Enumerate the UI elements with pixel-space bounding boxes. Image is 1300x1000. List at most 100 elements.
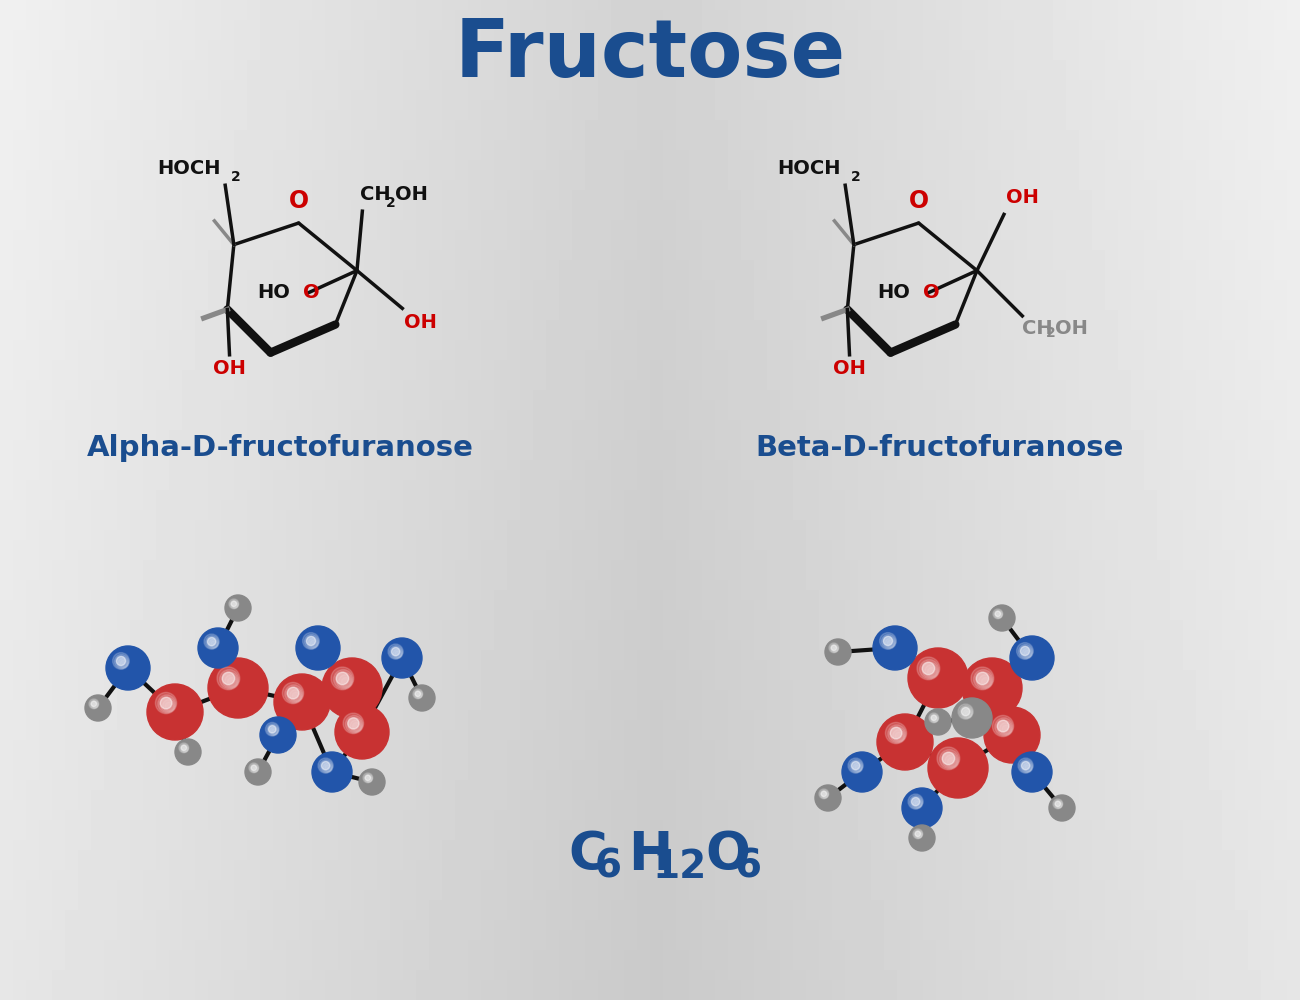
Circle shape xyxy=(922,662,939,678)
Circle shape xyxy=(891,727,905,742)
Text: O: O xyxy=(909,189,928,213)
Circle shape xyxy=(90,700,99,708)
Circle shape xyxy=(117,656,126,666)
Circle shape xyxy=(208,658,268,718)
Circle shape xyxy=(962,707,970,716)
Circle shape xyxy=(922,662,935,675)
Circle shape xyxy=(994,610,1002,618)
Circle shape xyxy=(884,636,893,646)
Circle shape xyxy=(390,646,403,659)
Circle shape xyxy=(220,670,239,689)
Circle shape xyxy=(884,636,896,648)
Circle shape xyxy=(833,647,837,651)
Circle shape xyxy=(994,718,1013,736)
Circle shape xyxy=(325,765,332,771)
Circle shape xyxy=(181,745,188,752)
Circle shape xyxy=(337,672,348,685)
Circle shape xyxy=(107,646,150,690)
Circle shape xyxy=(1056,801,1061,807)
Circle shape xyxy=(823,792,828,798)
Circle shape xyxy=(952,698,992,738)
Circle shape xyxy=(368,777,372,781)
Circle shape xyxy=(959,706,972,719)
Text: 2: 2 xyxy=(386,196,396,210)
Circle shape xyxy=(913,799,922,808)
Circle shape xyxy=(855,765,861,771)
Circle shape xyxy=(176,739,202,765)
Circle shape xyxy=(179,743,188,753)
Circle shape xyxy=(391,647,402,658)
Circle shape xyxy=(391,647,400,656)
Text: OH: OH xyxy=(1006,188,1039,207)
Circle shape xyxy=(984,707,1040,763)
Text: Beta-D-fructofuranose: Beta-D-fructofuranose xyxy=(755,434,1124,462)
Circle shape xyxy=(1054,800,1062,808)
Circle shape xyxy=(916,832,922,838)
Circle shape xyxy=(928,738,988,798)
Circle shape xyxy=(307,636,318,648)
Circle shape xyxy=(852,761,859,770)
Circle shape xyxy=(997,613,1001,617)
Circle shape xyxy=(88,699,99,709)
Circle shape xyxy=(880,633,896,649)
Circle shape xyxy=(909,825,935,851)
Circle shape xyxy=(382,638,422,678)
Circle shape xyxy=(994,611,1001,617)
Circle shape xyxy=(974,670,993,689)
Text: 6: 6 xyxy=(734,848,762,886)
Circle shape xyxy=(885,638,894,648)
Circle shape xyxy=(415,691,422,698)
Circle shape xyxy=(287,687,302,702)
Text: OH: OH xyxy=(404,313,437,332)
Circle shape xyxy=(940,750,959,769)
Circle shape xyxy=(1002,725,1010,734)
Circle shape xyxy=(364,774,372,782)
Circle shape xyxy=(907,794,923,809)
Circle shape xyxy=(1056,801,1062,808)
Circle shape xyxy=(942,752,958,768)
Circle shape xyxy=(342,677,351,687)
Text: HOCH: HOCH xyxy=(157,159,221,178)
Circle shape xyxy=(913,829,923,839)
Text: 2: 2 xyxy=(850,170,861,184)
Circle shape xyxy=(230,600,238,608)
Circle shape xyxy=(231,601,237,607)
Circle shape xyxy=(311,640,317,647)
Circle shape xyxy=(182,746,187,752)
Circle shape xyxy=(819,789,829,799)
Text: Alpha-D-fructofuranose: Alpha-D-fructofuranose xyxy=(87,434,473,462)
Circle shape xyxy=(1011,752,1052,792)
Circle shape xyxy=(942,752,954,765)
Circle shape xyxy=(962,707,972,718)
Circle shape xyxy=(365,775,372,782)
Circle shape xyxy=(114,655,129,669)
Circle shape xyxy=(891,727,902,739)
Circle shape xyxy=(881,635,896,649)
Text: CH: CH xyxy=(360,185,391,204)
Circle shape xyxy=(334,670,354,689)
Circle shape xyxy=(269,725,276,733)
Circle shape xyxy=(893,730,905,741)
Circle shape xyxy=(160,697,172,709)
Circle shape xyxy=(410,685,436,711)
Circle shape xyxy=(254,767,257,771)
Circle shape xyxy=(933,717,937,721)
Circle shape xyxy=(1018,645,1032,659)
Circle shape xyxy=(831,645,837,651)
Circle shape xyxy=(205,636,218,649)
Circle shape xyxy=(318,758,333,773)
Circle shape xyxy=(902,788,942,828)
Text: Fructose: Fructose xyxy=(455,16,845,94)
Circle shape xyxy=(415,691,421,697)
Circle shape xyxy=(335,705,389,759)
Circle shape xyxy=(94,703,98,707)
Circle shape xyxy=(91,701,96,707)
Text: 2: 2 xyxy=(1046,326,1056,340)
Text: OH: OH xyxy=(833,359,866,378)
Circle shape xyxy=(931,715,936,721)
Circle shape xyxy=(413,690,423,698)
Circle shape xyxy=(911,797,922,808)
Circle shape xyxy=(417,693,421,697)
Circle shape xyxy=(282,682,304,704)
Circle shape xyxy=(285,685,303,703)
